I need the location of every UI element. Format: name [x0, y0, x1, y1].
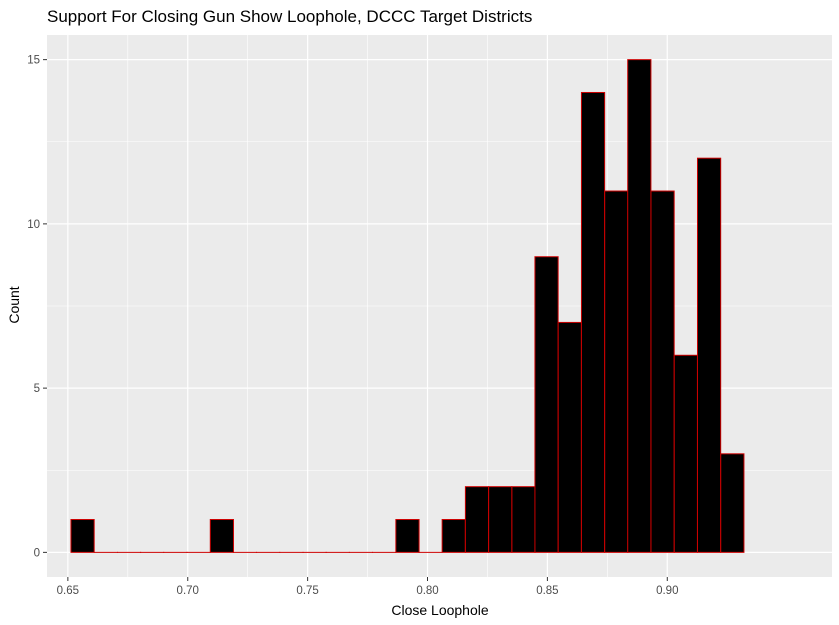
histogram-bar [673, 354, 698, 553]
histogram-bar [720, 453, 745, 553]
histogram-bar [511, 486, 536, 553]
y-tick-label: 15 [27, 55, 40, 67]
histogram-bar [441, 519, 466, 553]
x-axis-title: Close Loophole [391, 602, 489, 618]
histogram-bar [70, 519, 95, 553]
x-tick-label: 0.65 [57, 585, 79, 597]
y-axis-title: Count [6, 286, 22, 323]
histogram-bar [604, 190, 629, 553]
histogram-bar [650, 190, 675, 553]
x-tick-label: 0.75 [296, 585, 318, 597]
histogram-bar [209, 519, 234, 553]
histogram-bar [395, 519, 420, 553]
x-tick-label: 0.80 [416, 585, 438, 597]
histogram-bar [580, 91, 606, 553]
histogram-bars [70, 59, 745, 553]
y-tick-label: 10 [27, 219, 40, 231]
histogram-bar [696, 157, 722, 553]
x-tick-label: 0.70 [177, 585, 199, 597]
x-axis: 0.65 0.70 0.75 0.80 0.85 0.90 [57, 577, 678, 597]
x-tick-label: 0.90 [656, 585, 678, 597]
histogram-bar [534, 256, 559, 553]
y-tick-label: 0 [34, 547, 40, 559]
x-tick-label: 0.85 [536, 585, 558, 597]
histogram-bar [557, 321, 582, 553]
histogram-bar [488, 486, 513, 553]
y-axis: 0 5 10 15 [27, 55, 47, 559]
histogram-bar [464, 486, 490, 553]
chart-title: Support For Closing Gun Show Loophole, D… [47, 7, 532, 26]
y-tick-label: 5 [34, 383, 40, 395]
histogram-bar [627, 59, 652, 553]
